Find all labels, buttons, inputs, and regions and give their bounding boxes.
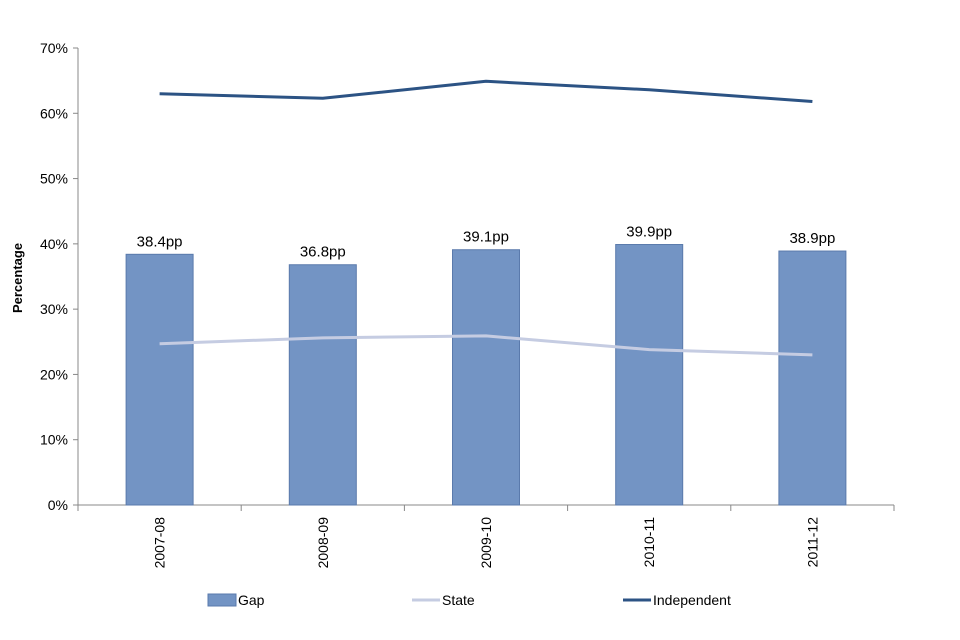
data-label: 38.9pp — [789, 230, 835, 247]
y-tick-label: 50% — [40, 171, 68, 187]
legend-label-independent: Independent — [653, 592, 731, 608]
data-label: 39.9pp — [626, 224, 672, 241]
y-axis-title: Percentage — [10, 243, 25, 313]
y-tick-label: 60% — [40, 105, 68, 121]
line-independent — [159, 79, 813, 104]
bar-gap — [288, 264, 357, 506]
x-axis: 2007-08 2008-09 2009-10 2010-11 2011-12 — [77, 504, 895, 569]
data-label: 39.1pp — [463, 229, 509, 246]
bar-gap — [452, 249, 520, 506]
line-series — [159, 79, 813, 357]
bar-gap — [615, 244, 684, 506]
x-tick-label: 2007-08 — [152, 517, 168, 569]
y-axis: 0% 10% 20% 30% 40% 50% 60% 70% — [40, 40, 79, 513]
bar-gap — [125, 253, 194, 506]
bar-series-gap — [125, 244, 847, 506]
data-label: 36.8pp — [300, 244, 346, 261]
x-tick-label: 2010-11 — [641, 517, 657, 568]
bar-gap — [778, 250, 847, 506]
x-tick-label: 2009-10 — [478, 517, 494, 569]
legend: Gap State Independent — [207, 592, 731, 608]
x-tick-label: 2011-12 — [804, 517, 820, 568]
data-labels: 38.4pp 36.8pp 39.1pp 39.9pp 38.9pp — [137, 224, 836, 261]
y-tick-label: 10% — [40, 432, 68, 448]
y-tick-label: 20% — [40, 366, 68, 382]
y-tick-label: 70% — [40, 40, 68, 56]
legend-label-gap: Gap — [238, 592, 265, 608]
data-label: 38.4pp — [137, 233, 183, 250]
y-tick-label: 40% — [40, 236, 68, 252]
line-state — [159, 334, 813, 357]
y-tick-label: 30% — [40, 301, 68, 317]
y-tick-label: 0% — [48, 497, 68, 513]
x-tick-label: 2008-09 — [315, 517, 331, 569]
legend-label-state: State — [442, 592, 475, 608]
legend-swatch-gap — [207, 593, 237, 607]
